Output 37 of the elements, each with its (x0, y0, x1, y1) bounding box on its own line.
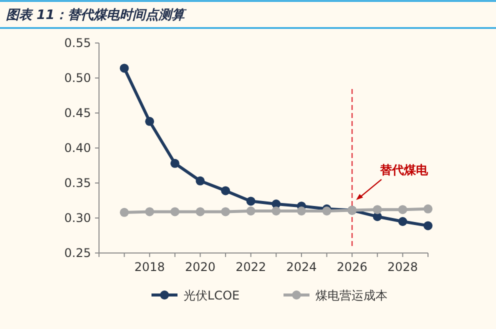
point (246, 196, 256, 206)
x-tick-label: 2024 (286, 260, 317, 274)
legend-label: 光伏LCOE (184, 288, 240, 302)
y-tick-label: 0.50 (64, 71, 91, 85)
chart-title: 图表 11：替代煤电时间点测算 (6, 7, 188, 23)
point (196, 207, 205, 216)
point (120, 64, 129, 73)
point (424, 204, 432, 214)
x-tick-label: 2026 (336, 260, 368, 274)
y-tick-label: 0.45 (64, 106, 91, 120)
point (398, 217, 408, 226)
point (120, 208, 129, 217)
x-tick-label: 2028 (387, 260, 418, 274)
y-tick-label: 0.25 (64, 246, 91, 260)
y-tick-label: 0.35 (64, 176, 91, 190)
point (296, 206, 306, 216)
point (221, 186, 230, 196)
point (398, 205, 408, 214)
point (170, 158, 180, 168)
point (272, 206, 281, 216)
point (145, 116, 154, 126)
y-tick-label: 0.40 (64, 141, 91, 155)
point (145, 207, 154, 216)
point (246, 206, 256, 216)
y-tick-label: 0.55 (64, 36, 91, 50)
x-tick-label: 2020 (184, 260, 216, 274)
point (322, 206, 332, 216)
annotation: 替代煤电 (379, 163, 430, 177)
x-tick-label: 2022 (236, 260, 266, 274)
point (196, 176, 205, 186)
x-tick-label: 2018 (134, 260, 165, 274)
point (372, 205, 382, 214)
y-tick-label: 0.30 (64, 211, 91, 225)
legend-label: 煤电营运成本 (316, 288, 388, 302)
point (424, 221, 432, 230)
point (170, 207, 180, 216)
point (221, 207, 230, 216)
